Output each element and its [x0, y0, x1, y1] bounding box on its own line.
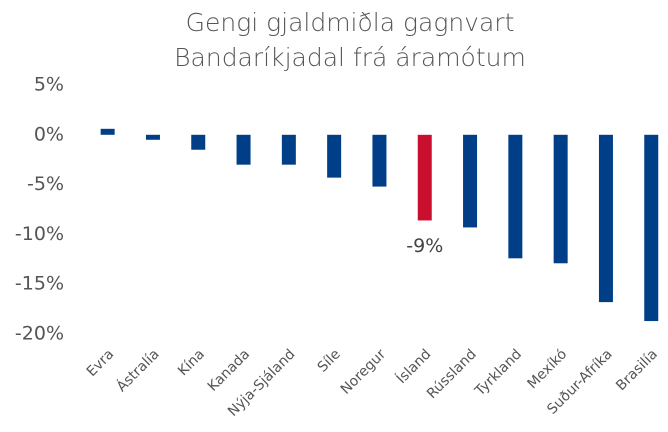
y-tick-label: 0%: [34, 123, 64, 145]
chart-title: Gengi gjaldmiðla gagnvart: [186, 8, 515, 37]
y-tick-label: 5%: [34, 74, 64, 96]
bar: [191, 134, 206, 150]
bar: [553, 134, 568, 264]
y-tick-label: -20%: [15, 323, 64, 345]
bar: [644, 134, 659, 322]
x-tick-label: Rússland: [424, 346, 480, 402]
x-tick-label: Tyrkland: [471, 346, 525, 400]
bar: [145, 134, 160, 140]
bar: [598, 134, 613, 303]
x-tick-label: Kína: [175, 346, 208, 379]
bar: [327, 134, 342, 178]
x-tick-label: Mexíkó: [524, 346, 570, 392]
bar: [281, 134, 296, 165]
y-tick-label: -10%: [15, 223, 64, 245]
y-tick-label: -5%: [27, 173, 64, 195]
x-tick-label: Ísland: [393, 346, 434, 387]
bar: [417, 134, 432, 221]
bar: [463, 134, 478, 228]
y-tick-label: -15%: [15, 273, 64, 295]
annotation: -9%: [406, 235, 443, 257]
bar: [372, 134, 387, 187]
x-tick-label: Síle: [315, 346, 344, 375]
bar: [508, 134, 523, 259]
x-tick-label: Evra: [84, 346, 118, 380]
x-tick-label: Noregur: [338, 346, 390, 398]
bar: [100, 128, 115, 135]
chart-title: Bandaríkjadal frá áramótum: [174, 43, 526, 72]
x-tick-label: Brasilía: [613, 346, 661, 394]
x-tick-label: Ástralía: [113, 346, 163, 396]
bar: [236, 134, 251, 165]
